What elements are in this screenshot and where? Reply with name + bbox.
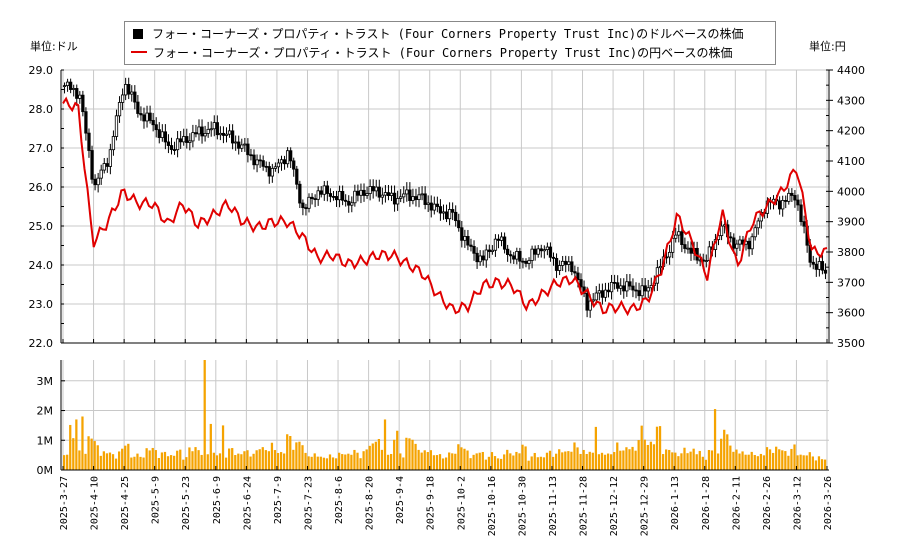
- svg-text:22.0: 22.0: [29, 337, 54, 350]
- svg-text:2025-8-20: 2025-8-20: [365, 476, 376, 530]
- svg-text:2025-10-2: 2025-10-2: [456, 476, 467, 530]
- price-grid: [61, 69, 829, 344]
- svg-text:2026-1-28: 2026-1-28: [701, 476, 712, 530]
- legend-jpy-label: フォー・コーナーズ・プロパティ・トラスト (Four Corners Prope…: [153, 46, 733, 60]
- svg-text:4400: 4400: [837, 64, 865, 77]
- axis-labels: 29.0 28.0 27.0 26.0 25.0 24.0 23.0 22.0 4400 4300…: [29, 64, 866, 536]
- svg-text:2026-2-11: 2026-2-11: [731, 476, 742, 530]
- legend-item-jpy: フォー・コーナーズ・プロパティ・トラスト (Four Corners Prope…: [131, 44, 732, 62]
- svg-text:2025-8-6: 2025-8-6: [334, 476, 345, 524]
- svg-text:3M: 3M: [37, 375, 54, 388]
- svg-text:2025-5-9: 2025-5-9: [151, 476, 162, 524]
- svg-text:2025-6-24: 2025-6-24: [242, 476, 253, 530]
- svg-text:4000: 4000: [837, 185, 865, 198]
- svg-text:2025-12-12: 2025-12-12: [609, 476, 620, 536]
- svg-text:3600: 3600: [837, 307, 865, 320]
- axes: [60, 69, 833, 471]
- svg-text:2025-4-10: 2025-4-10: [90, 476, 101, 530]
- svg-text:2025-5-23: 2025-5-23: [181, 476, 192, 530]
- line-swatch-icon: [131, 51, 147, 53]
- svg-text:23.0: 23.0: [29, 298, 54, 311]
- svg-text:2025-7-9: 2025-7-9: [273, 476, 284, 524]
- svg-text:2026-1-13: 2026-1-13: [670, 476, 681, 530]
- svg-text:2026-2-26: 2026-2-26: [762, 476, 773, 530]
- svg-text:2025-10-30: 2025-10-30: [517, 476, 528, 536]
- svg-text:2025-12-29: 2025-12-29: [640, 476, 651, 536]
- svg-text:1M: 1M: [37, 434, 54, 447]
- svg-text:29.0: 29.0: [29, 64, 54, 77]
- svg-text:24.0: 24.0: [29, 259, 54, 272]
- svg-text:26.0: 26.0: [29, 181, 54, 194]
- volume-bars: [63, 360, 827, 470]
- svg-text:2M: 2M: [37, 405, 54, 418]
- chart-legend: フォー・コーナーズ・プロパティ・トラスト (Four Corners Prope…: [124, 21, 776, 65]
- svg-text:2025-11-28: 2025-11-28: [579, 476, 590, 536]
- svg-text:2026-3-12: 2026-3-12: [792, 476, 803, 530]
- svg-text:2026-3-26: 2026-3-26: [823, 476, 834, 530]
- svg-text:3700: 3700: [837, 276, 865, 289]
- svg-text:2025-10-16: 2025-10-16: [487, 476, 498, 536]
- left-axis-unit: 単位:ドル: [30, 40, 78, 53]
- svg-text:28.0: 28.0: [29, 103, 54, 116]
- right-axis-unit: 単位:円: [809, 40, 846, 53]
- svg-text:2025-7-23: 2025-7-23: [303, 476, 314, 530]
- svg-text:3500: 3500: [837, 337, 865, 350]
- svg-text:4200: 4200: [837, 125, 865, 138]
- svg-text:3900: 3900: [837, 216, 865, 229]
- usd-candlesticks: [62, 77, 828, 318]
- legend-item-usd: フォー・コーナーズ・プロパティ・トラスト (Four Corners Prope…: [131, 25, 743, 43]
- svg-text:2025-3-27: 2025-3-27: [59, 476, 70, 530]
- svg-text:4100: 4100: [837, 155, 865, 168]
- candle-swatch-icon: [133, 28, 143, 39]
- svg-text:3800: 3800: [837, 246, 865, 259]
- jpy-price-line: [62, 96, 828, 317]
- svg-text:2025-6-9: 2025-6-9: [212, 476, 223, 524]
- svg-text:2025-9-18: 2025-9-18: [426, 476, 437, 530]
- svg-text:4300: 4300: [837, 94, 865, 107]
- svg-text:2025-9-4: 2025-9-4: [395, 476, 406, 524]
- svg-text:2025-4-25: 2025-4-25: [120, 476, 131, 530]
- svg-text:0M: 0M: [37, 464, 54, 477]
- svg-text:25.0: 25.0: [29, 220, 54, 233]
- svg-text:27.0: 27.0: [29, 142, 54, 155]
- legend-usd-label: フォー・コーナーズ・プロパティ・トラスト (Four Corners Prope…: [152, 27, 744, 41]
- svg-text:2025-11-13: 2025-11-13: [548, 476, 559, 536]
